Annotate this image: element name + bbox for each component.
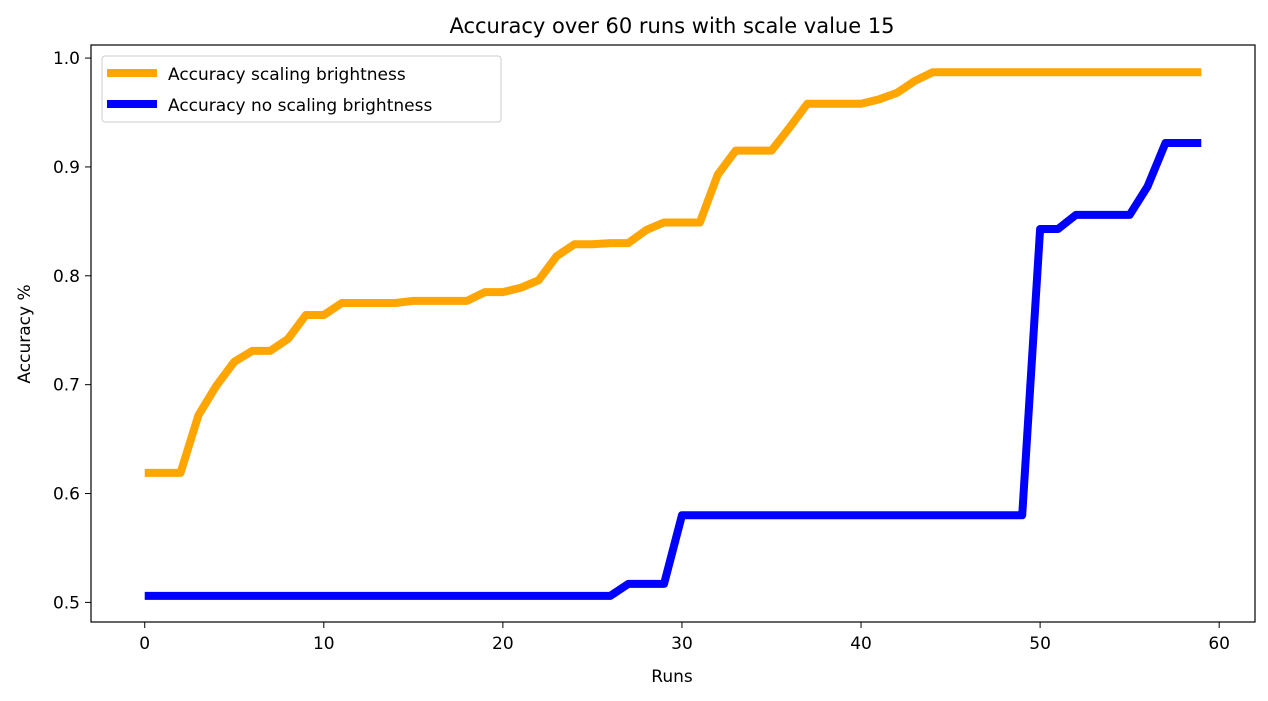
x-axis-ticks: 0 10 20 30 40 50 60 xyxy=(139,622,1230,654)
plot-frame xyxy=(90,44,1256,623)
x-tick-label: 20 xyxy=(492,634,514,654)
x-tick-label: 40 xyxy=(850,634,872,654)
y-axis-ticks: 0.5 0.6 0.7 0.8 0.9 1.0 xyxy=(53,49,91,613)
x-tick-label: 10 xyxy=(313,634,335,654)
plot-area: 0 10 20 30 40 50 60 0.5 0.6 0.7 0.8 0.9 1.0 xyxy=(53,44,1256,654)
y-tick-label: 0.8 xyxy=(53,267,80,287)
x-tick-label: 50 xyxy=(1029,634,1051,654)
y-tick-label: 0.9 xyxy=(53,158,80,178)
legend-label-no-scaling: Accuracy no scaling brightness xyxy=(168,96,432,116)
legend-box xyxy=(101,55,502,123)
legend-label-scaling: Accuracy scaling brightness xyxy=(168,65,406,85)
x-tick-label: 60 xyxy=(1208,634,1230,654)
y-tick-label: 0.7 xyxy=(53,376,80,396)
x-tick-label: 30 xyxy=(671,634,693,654)
legend: Accuracy scaling brightness Accuracy no … xyxy=(101,55,502,123)
y-tick-label: 0.5 xyxy=(53,593,80,613)
chart-title: Accuracy over 60 runs with scale value 1… xyxy=(449,14,894,38)
series-line-no-scaling xyxy=(144,138,1202,600)
y-tick-label: 1.0 xyxy=(53,49,80,69)
y-tick-label: 0.6 xyxy=(53,485,80,505)
series-layer xyxy=(144,68,1202,600)
y-axis-label: Accuracy % xyxy=(15,284,35,383)
series-line-scaling xyxy=(144,68,1202,477)
x-tick-label: 0 xyxy=(139,634,150,654)
x-axis-label: Runs xyxy=(651,667,693,687)
